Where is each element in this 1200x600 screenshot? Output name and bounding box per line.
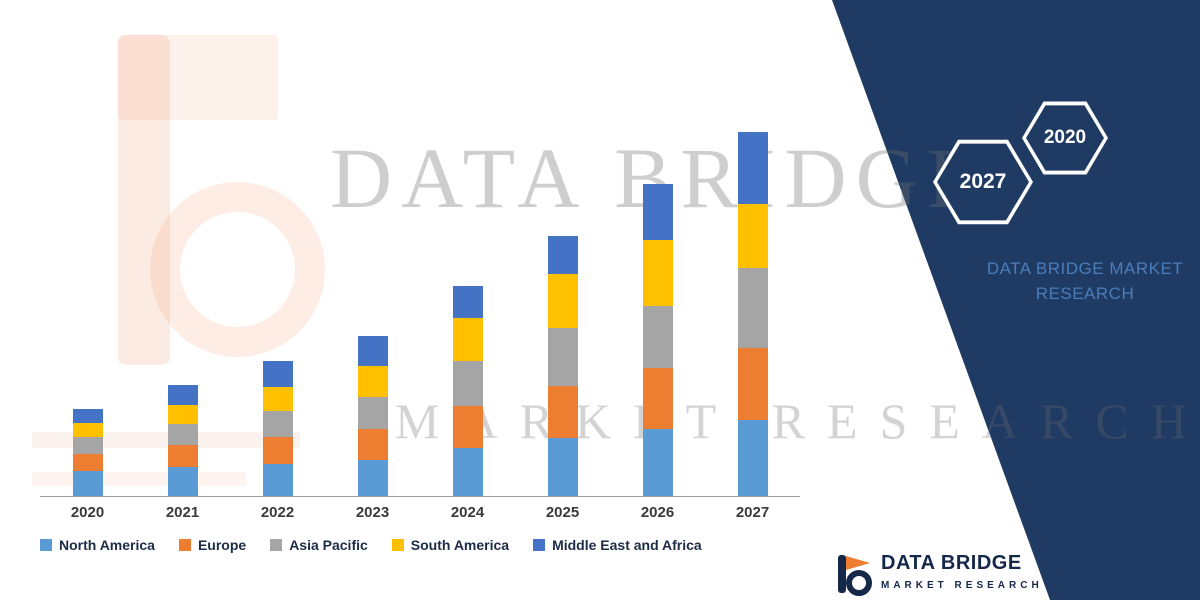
bar-segment-asia-pacific (167, 424, 198, 445)
legend-swatch (270, 539, 283, 551)
bar-segment-south-america (737, 204, 768, 268)
bar-segment-europe (547, 386, 578, 438)
bar-segment-south-america (547, 274, 578, 328)
bar-segment-middle-east-and-africa (452, 286, 483, 318)
bar-segment-asia-pacific (72, 437, 103, 454)
stacked-bar (547, 236, 578, 496)
bar-column-2020 (40, 117, 135, 496)
legend-item: Asia Pacific (270, 537, 368, 553)
x-axis-label: 2024 (450, 504, 485, 521)
bar-segment-north-america (167, 467, 198, 496)
legend-swatch (40, 539, 52, 551)
bar-segment-asia-pacific (642, 306, 673, 368)
bar-segment-middle-east-and-africa (262, 361, 293, 387)
legend-swatch (178, 539, 191, 551)
bar-segment-asia-pacific (547, 328, 578, 386)
bar-column-2027 (705, 117, 800, 496)
legend-label: Middle East and Africa (552, 537, 702, 553)
bar-segment-europe (642, 368, 673, 429)
legend-swatch (533, 539, 546, 551)
bar-column-2025 (515, 117, 610, 496)
legend-item: North America (40, 537, 155, 553)
chart-legend: North America Europe Asia Pacific South Ame… (40, 537, 800, 553)
bar-segment-europe (72, 454, 103, 471)
data-bridge-logo-icon (838, 555, 872, 596)
brand-panel-title: DATA BRIDGE MARKET RESEARCH (975, 256, 1195, 306)
hexagon-badge-2020: 2020 (1022, 100, 1108, 176)
stacked-bar (167, 385, 198, 496)
legend-swatch (391, 539, 404, 551)
bar-column-2021 (135, 117, 230, 496)
bar-segment-south-america (452, 318, 483, 361)
x-axis-labels: 2020 2021 2022 2023 2024 2025 2026 2027 (40, 497, 800, 521)
hexagon-badge-2027: 2027 (933, 138, 1033, 226)
bar-segment-europe (737, 348, 768, 420)
bar-segment-asia-pacific (262, 411, 293, 437)
bar-column-2024 (420, 117, 515, 496)
legend-label: South America (410, 537, 510, 553)
hexagon-border: 2020 (1022, 101, 1108, 175)
bar-segment-south-america (642, 240, 673, 306)
legend-item: Europe (178, 537, 247, 553)
bar-segment-middle-east-and-africa (72, 409, 103, 423)
bar-segment-asia-pacific (357, 397, 388, 429)
bar-segment-asia-pacific (452, 361, 483, 406)
bar-segment-middle-east-and-africa (547, 236, 578, 274)
bar-segment-north-america (737, 420, 768, 496)
hexagon-border: 2027 (933, 139, 1033, 225)
x-axis-label: 2027 (735, 504, 770, 521)
bar-segment-north-america (262, 464, 293, 496)
footer-logo-text: DATA BRIDGE MARKET RESEARCH (881, 552, 1043, 591)
bar-segment-europe (262, 437, 293, 464)
bar-segment-north-america (642, 429, 673, 496)
hexagon-year-label: 2020 (1026, 105, 1104, 171)
stacked-bar-chart: 2020 2021 2022 2023 2024 2025 2026 2027 North A… (40, 117, 800, 553)
x-axis-label: 2021 (165, 504, 200, 521)
footer-logo-title: DATA BRIDGE (881, 552, 1022, 574)
logo-watermark-flag (118, 35, 278, 120)
footer-logo: DATA BRIDGE MARKET RESEARCH (836, 552, 1043, 598)
bar-segment-asia-pacific (737, 268, 768, 348)
legend-label: North America (59, 537, 155, 553)
bar-segment-middle-east-and-africa (642, 184, 673, 240)
x-axis-label: 2020 (70, 504, 105, 521)
bar-segment-north-america (547, 438, 578, 496)
stacked-bar (357, 336, 388, 496)
stacked-bar (262, 361, 293, 496)
x-axis-label: 2026 (640, 504, 675, 521)
bar-column-2022 (230, 117, 325, 496)
stacked-bar (737, 132, 768, 496)
bar-column-2023 (325, 117, 420, 496)
brand-panel-title-line2: RESEARCH (1035, 284, 1135, 303)
bar-segment-south-america (167, 405, 198, 424)
bar-segment-europe (167, 445, 198, 467)
footer-logo-subtitle: MARKET RESEARCH (881, 580, 1043, 591)
stacked-bar (452, 286, 483, 496)
bar-segment-south-america (357, 366, 388, 397)
bar-segment-north-america (72, 471, 103, 496)
legend-item: Middle East and Africa (533, 537, 702, 553)
legend-label: Asia Pacific (289, 537, 368, 553)
chart-plot-area (40, 117, 800, 497)
bar-segment-north-america (452, 448, 483, 496)
bar-segment-south-america (72, 423, 103, 437)
bar-segment-europe (452, 406, 483, 448)
x-axis-label: 2025 (545, 504, 580, 521)
legend-label: Europe (197, 537, 247, 553)
bar-segment-middle-east-and-africa (737, 132, 768, 204)
brand-panel-title-line1: DATA BRIDGE MARKET (986, 259, 1184, 278)
x-axis-label: 2023 (355, 504, 390, 521)
bar-segment-europe (357, 429, 388, 460)
bar-segment-north-america (357, 460, 388, 496)
bar-segment-middle-east-and-africa (167, 385, 198, 405)
stacked-bar (72, 409, 103, 496)
hexagon-year-label: 2027 (937, 143, 1029, 221)
x-axis-label: 2022 (260, 504, 295, 521)
bar-segment-south-america (262, 387, 293, 411)
bar-segment-middle-east-and-africa (357, 336, 388, 366)
stacked-bar (642, 184, 673, 496)
bar-column-2026 (610, 117, 705, 496)
legend-item: South America (391, 537, 510, 553)
